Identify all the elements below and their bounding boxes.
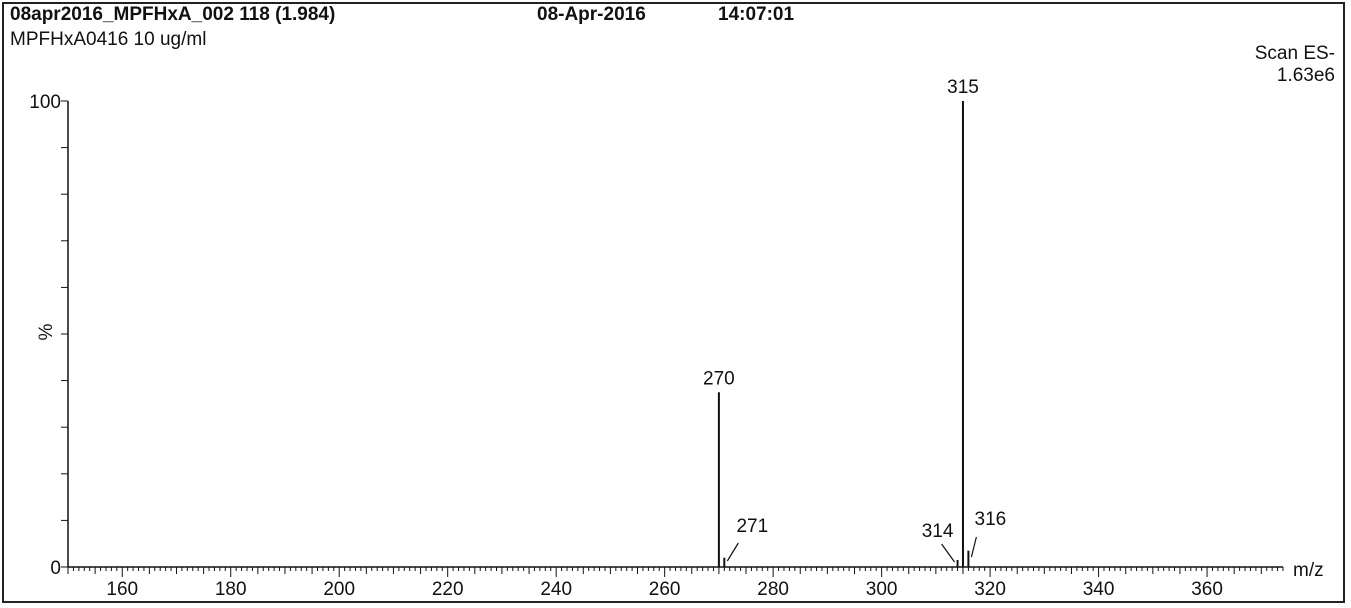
x-tick-label: 320 <box>974 579 1006 600</box>
x-tick-label: 160 <box>106 579 138 600</box>
x-tick-label: 260 <box>649 579 681 600</box>
x-tick-label: 340 <box>1083 579 1115 600</box>
sample-name: MPFHxA0416 10 ug/ml <box>10 29 207 50</box>
x-axis-ticks: 160 180 200 220 240 260 280 300 320 340 360 <box>67 567 1284 600</box>
x-tick-label: 360 <box>1191 579 1223 600</box>
file-info: 08apr2016_MPFHxA_002 118 (1.984) <box>10 4 336 25</box>
x-tick-label: 220 <box>432 579 464 600</box>
peak-leader <box>726 542 739 562</box>
acquisition-time: 14:07:01 <box>718 4 795 25</box>
peak-leader <box>970 536 977 558</box>
y-axis-ticks: 0 100 <box>29 92 68 579</box>
peak-label-315: 315 <box>947 77 979 98</box>
x-tick-label: 300 <box>866 579 898 600</box>
peak-label-270: 270 <box>703 368 735 389</box>
y-axis-label: % <box>36 323 57 340</box>
x-tick-label: 200 <box>323 579 355 600</box>
x-tick-label: 240 <box>540 579 572 600</box>
x-axis-label: m/z <box>1293 560 1324 581</box>
acquisition-date: 08-Apr-2016 <box>537 4 646 25</box>
y-tick-label: 100 <box>29 92 61 113</box>
peak-label-271: 271 <box>736 516 768 537</box>
peak-label-316: 316 <box>975 509 1007 530</box>
y-tick-label: 0 <box>50 558 61 579</box>
x-tick-label: 280 <box>757 579 789 600</box>
chart-axes <box>67 101 1283 568</box>
peak-series <box>717 101 970 567</box>
scan-mode: Scan ES- <box>1254 43 1335 64</box>
peak-labels: 270 271 314 315 316 <box>703 77 1007 563</box>
intensity-scale: 1.63e6 <box>1276 65 1335 86</box>
peak-leader <box>941 543 956 563</box>
x-tick-label: 180 <box>215 579 247 600</box>
peak-label-314: 314 <box>922 521 954 542</box>
